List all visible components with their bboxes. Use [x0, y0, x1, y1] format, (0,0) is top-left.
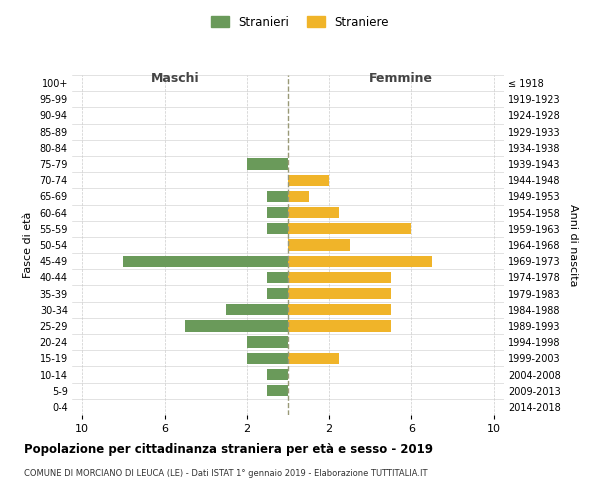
Bar: [268, 207, 288, 218]
Bar: [288, 304, 391, 316]
Y-axis label: Anni di nascita: Anni di nascita: [568, 204, 578, 286]
Bar: [226, 304, 288, 316]
Bar: [247, 336, 288, 348]
Bar: [185, 320, 288, 332]
Bar: [268, 369, 288, 380]
Bar: [288, 191, 308, 202]
Bar: [288, 223, 412, 234]
Text: Maschi: Maschi: [151, 72, 199, 85]
Bar: [268, 272, 288, 283]
Bar: [268, 288, 288, 299]
Bar: [288, 240, 350, 250]
Y-axis label: Fasce di età: Fasce di età: [23, 212, 32, 278]
Bar: [124, 256, 288, 267]
Bar: [288, 288, 391, 299]
Legend: Stranieri, Straniere: Stranieri, Straniere: [206, 11, 394, 34]
Bar: [288, 352, 340, 364]
Bar: [288, 272, 391, 283]
Bar: [247, 352, 288, 364]
Text: Popolazione per cittadinanza straniera per età e sesso - 2019: Popolazione per cittadinanza straniera p…: [24, 442, 433, 456]
Text: Femmine: Femmine: [369, 72, 433, 85]
Text: COMUNE DI MORCIANO DI LEUCA (LE) - Dati ISTAT 1° gennaio 2019 - Elaborazione TUT: COMUNE DI MORCIANO DI LEUCA (LE) - Dati …: [24, 469, 427, 478]
Bar: [288, 320, 391, 332]
Bar: [288, 174, 329, 186]
Bar: [268, 191, 288, 202]
Bar: [268, 385, 288, 396]
Bar: [247, 158, 288, 170]
Bar: [288, 207, 340, 218]
Bar: [268, 223, 288, 234]
Bar: [288, 256, 432, 267]
